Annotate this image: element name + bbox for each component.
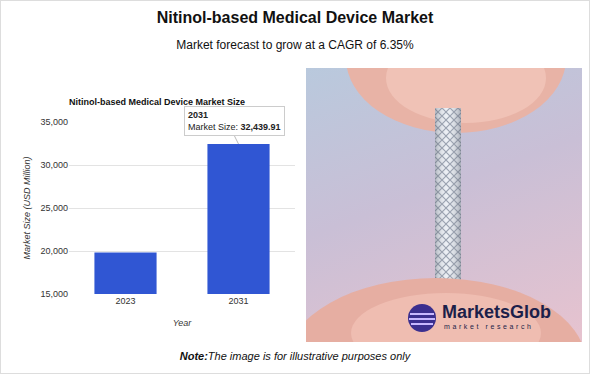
html-text:market research: market research [444, 323, 534, 330]
svg-text:30,000: 30,000 [40, 160, 68, 170]
svg-text:20,000: 20,000 [40, 246, 68, 256]
svg-text:2031: 2031 [228, 296, 248, 306]
svg-text:Market Size (USD Million): Market Size (USD Million) [22, 156, 32, 259]
svg-text:2023: 2023 [115, 296, 135, 306]
html-text:Nitinol-based Medical Device M: Nitinol-based Medical Device Market [156, 9, 434, 26]
svg-text:25,000: 25,000 [40, 203, 68, 213]
svg-text:Year: Year [173, 318, 193, 328]
html-text:Market forecast to grow at a C: Market forecast to grow at a CAGR of 6.3… [176, 38, 414, 52]
html-text:MarketsGlob: MarketsGlob [442, 302, 551, 322]
html-text:Note: The image is for illustr: Note: The image is for illustrative purp… [179, 350, 411, 362]
svg-text:15,000: 15,000 [40, 289, 68, 299]
svg-text:35,000: 35,000 [40, 117, 68, 127]
svg-text:Nitinol-based Medical Device M: Nitinol-based Medical Device Market Size [69, 97, 245, 107]
svg-text:2031Market Size: 32,439.91: 2031Market Size: 32,439.91 [188, 110, 281, 132]
